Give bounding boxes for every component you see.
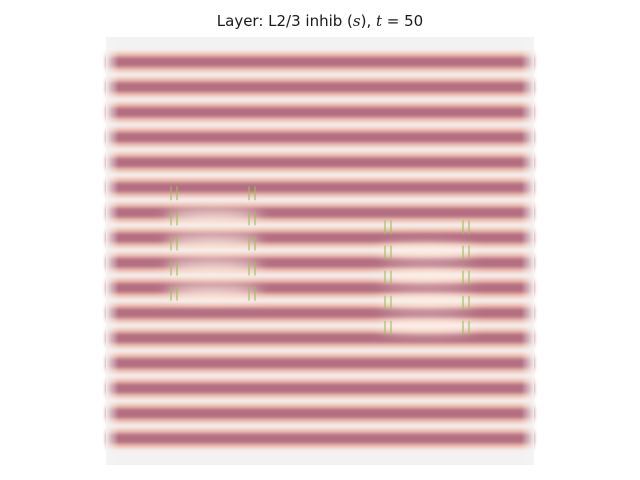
- chart-title: Layer: L2/3 inhib (s), t = 50: [216, 12, 424, 30]
- edge-fade: [106, 37, 534, 465]
